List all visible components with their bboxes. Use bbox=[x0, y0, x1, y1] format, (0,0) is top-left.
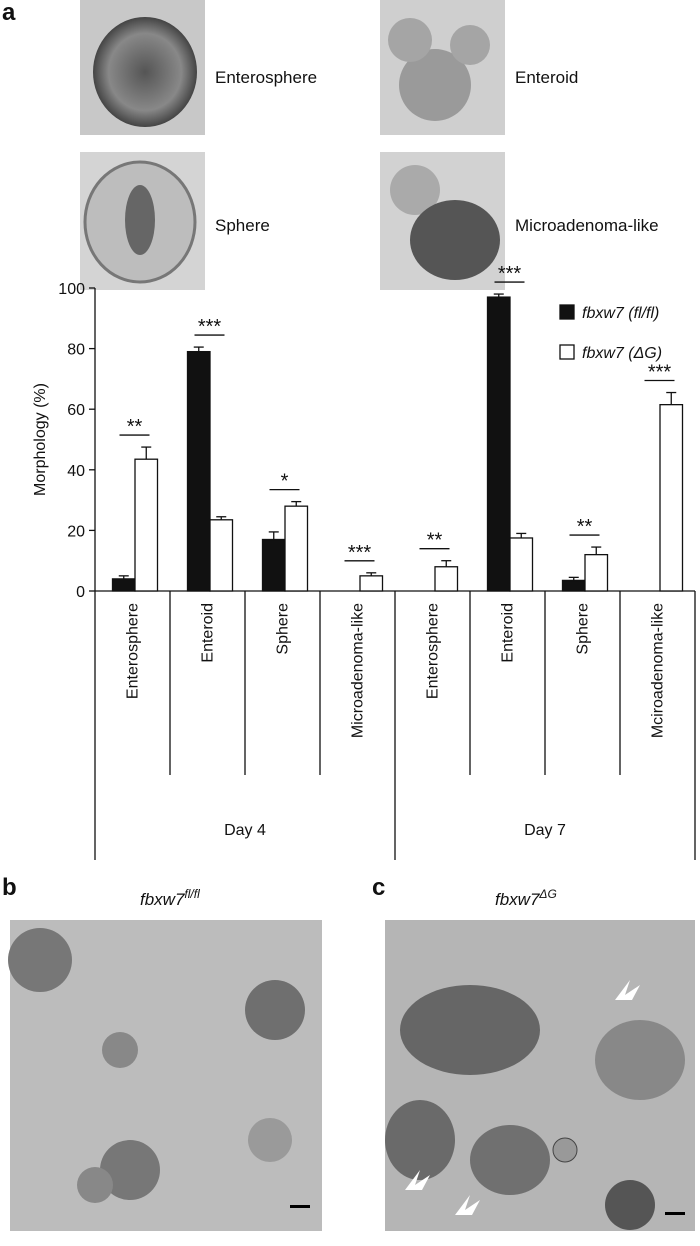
bar bbox=[134, 458, 159, 592]
image-label: Enteroid bbox=[515, 68, 578, 87]
x-tick-label: Enteroid bbox=[200, 603, 217, 663]
bar bbox=[186, 350, 211, 592]
x-tick-label: Enterosphere bbox=[125, 603, 142, 699]
panel-label: b bbox=[2, 874, 17, 901]
bar bbox=[509, 537, 534, 592]
group-label: Day 4 bbox=[224, 822, 266, 839]
y-axis-title: Morphology (%) bbox=[32, 383, 49, 496]
bar-chart: 0 20 40 60 80 100 Morphology (%) Day 4 Day 7 Ente… bbox=[32, 263, 696, 860]
y-tick-label: 0 bbox=[76, 584, 85, 601]
y-tick-label: 100 bbox=[58, 281, 85, 298]
panel-title: fbxw7ΔG bbox=[495, 887, 557, 909]
bar bbox=[359, 575, 384, 592]
significance-label: ** bbox=[127, 416, 143, 438]
y-tick-label: 60 bbox=[67, 402, 85, 419]
significance-label: *** bbox=[198, 316, 222, 338]
panel-label: c bbox=[372, 874, 385, 901]
bar bbox=[209, 519, 234, 592]
y-tick-label: 40 bbox=[67, 463, 85, 480]
significance-label: *** bbox=[348, 542, 372, 564]
x-tick-label: Sphere bbox=[575, 603, 592, 655]
group-label: Day 7 bbox=[524, 822, 566, 839]
x-tick-label: Enteroid bbox=[500, 603, 517, 663]
significance-label: *** bbox=[498, 263, 522, 285]
image-label: Sphere bbox=[215, 216, 270, 235]
micrograph bbox=[380, 152, 505, 290]
significance-label: *** bbox=[648, 362, 672, 384]
x-tick-label: Mciroadenoma-like bbox=[650, 603, 667, 738]
legend-label: fbxw7 (fl/fl) bbox=[582, 305, 659, 322]
y-tick-label: 20 bbox=[67, 523, 85, 540]
bar bbox=[659, 404, 684, 592]
bar bbox=[434, 566, 459, 592]
legend-swatch bbox=[559, 304, 575, 320]
image-label: Enterosphere bbox=[215, 68, 317, 87]
y-tick-label: 80 bbox=[67, 342, 85, 359]
legend-swatch bbox=[559, 344, 575, 360]
legend-label: fbxw7 (ΔG) bbox=[582, 345, 662, 362]
bar bbox=[561, 579, 586, 592]
bar bbox=[584, 553, 609, 592]
panel-title: fbxw7fl/fl bbox=[140, 887, 200, 909]
significance-label: ** bbox=[577, 516, 593, 538]
bar bbox=[284, 505, 309, 592]
x-tick-label: Microadenoma-like bbox=[350, 603, 367, 738]
micrograph bbox=[385, 920, 695, 1231]
x-tick-label: Enterosphere bbox=[425, 603, 442, 699]
bar bbox=[486, 296, 511, 592]
micrograph bbox=[80, 0, 205, 135]
micrograph bbox=[80, 152, 205, 290]
micrograph bbox=[380, 0, 505, 135]
image-label: Microadenoma-like bbox=[515, 216, 659, 235]
panel-label: a bbox=[2, 0, 16, 26]
x-tick-label: Sphere bbox=[275, 603, 292, 655]
micrograph bbox=[8, 920, 322, 1231]
significance-label: * bbox=[281, 471, 289, 493]
bar bbox=[111, 578, 136, 592]
bar bbox=[261, 538, 286, 592]
significance-label: ** bbox=[427, 530, 443, 552]
